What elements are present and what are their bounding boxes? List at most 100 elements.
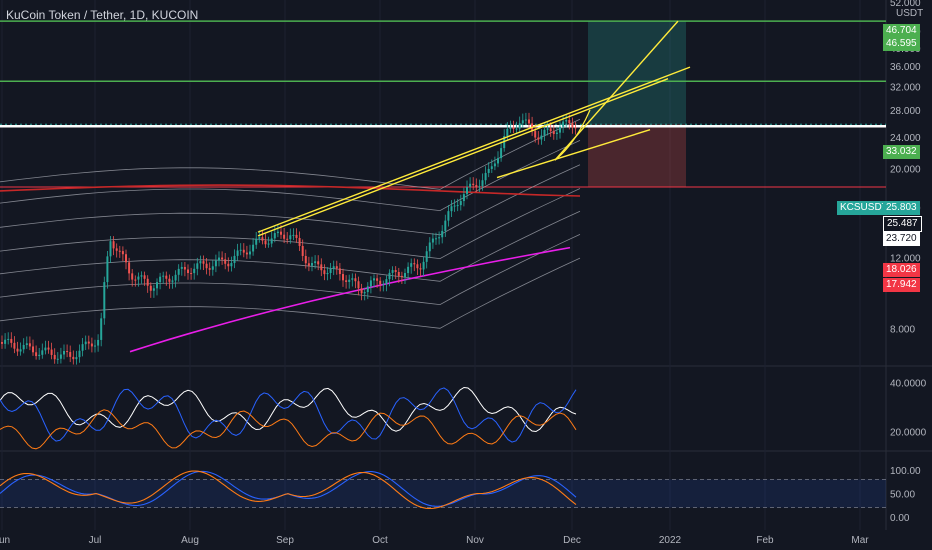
candle-body: [425, 251, 428, 262]
candle-body: [162, 275, 165, 277]
envelope-band: [0, 210, 581, 282]
di-plus-line: [0, 387, 577, 443]
candle-body: [314, 261, 317, 264]
candle-body: [466, 186, 468, 195]
candle-body: [109, 241, 112, 257]
candle-body: [97, 339, 100, 346]
trendline-lower: [496, 129, 651, 179]
candle-body: [134, 279, 137, 281]
candle-body: [521, 120, 524, 124]
candle-body: [25, 343, 28, 346]
candle-body: [84, 341, 87, 345]
candle-body: [115, 248, 118, 251]
candle-body: [128, 262, 131, 274]
candle-body: [379, 280, 382, 285]
candle-body: [472, 183, 475, 186]
candle-body: [56, 358, 59, 360]
candle-body: [81, 344, 84, 351]
candle-body: [190, 273, 193, 275]
candle-body: [506, 128, 509, 137]
candle-body: [239, 249, 242, 251]
candle-body: [50, 349, 53, 355]
candle-body: [177, 268, 180, 275]
candle-body: [559, 126, 561, 133]
candle-body: [301, 245, 304, 256]
candle-body: [174, 274, 177, 281]
candle-body: [69, 352, 72, 357]
candle-body: [230, 263, 233, 267]
candle-body: [193, 268, 196, 274]
candle-body: [404, 273, 406, 277]
candle-body: [131, 273, 134, 280]
candle-body: [338, 268, 341, 275]
candle-body: [118, 250, 121, 252]
candle-body: [326, 272, 329, 275]
resistance-tag: 33.032: [883, 145, 920, 159]
candle-body: [555, 132, 558, 134]
candle-body: [366, 286, 369, 293]
trendline-upper: [257, 78, 669, 237]
candle-body: [317, 261, 320, 265]
candle-body: [534, 130, 537, 138]
candle-body: [171, 280, 174, 282]
candle-body: [221, 257, 224, 260]
candle-body: [202, 261, 205, 264]
candle-body: [152, 288, 155, 291]
candle-body: [295, 234, 298, 238]
price-tick-label: 8.000: [890, 324, 915, 335]
time-tick-label: Feb: [756, 535, 774, 546]
candle-body: [180, 266, 183, 269]
candle-body: [224, 259, 227, 264]
candle-body: [63, 351, 65, 355]
adx-line: [0, 386, 577, 433]
candle-body: [565, 120, 568, 122]
candle-body: [168, 278, 171, 282]
candle-body: [307, 263, 310, 266]
candle-body: [444, 220, 447, 231]
candle-body: [245, 252, 248, 255]
candle-body: [59, 354, 62, 359]
profit-zone: [588, 21, 686, 125]
di-minus-line: [0, 409, 577, 450]
stop-low-tag: 17.942: [883, 278, 920, 292]
candle-body: [478, 186, 481, 188]
trendline-channel: [257, 66, 691, 233]
candle-body: [428, 242, 431, 252]
candle-body: [242, 249, 245, 253]
candle-body: [218, 257, 220, 261]
candle-body: [187, 269, 189, 274]
candle-body: [159, 276, 162, 283]
candle-body: [199, 261, 202, 264]
envelope-band: [0, 164, 581, 236]
candle-body: [233, 255, 236, 264]
candle-body: [574, 127, 577, 129]
candle-body: [323, 270, 326, 275]
candle-body: [270, 238, 273, 244]
candle-body: [438, 237, 441, 239]
candle-body: [249, 251, 251, 255]
candle-body: [456, 205, 459, 207]
dmi-tick-label: 40.0000: [890, 378, 927, 389]
candle-body: [165, 275, 168, 279]
stoch-d-line: [0, 470, 577, 510]
candle-body: [571, 123, 574, 128]
magenta-moving-average: [129, 246, 571, 353]
candle-body: [292, 234, 295, 236]
candle-body: [16, 348, 19, 352]
candle-body: [100, 318, 103, 340]
candle-body: [493, 163, 496, 167]
candle-body: [87, 341, 90, 344]
candle-body: [283, 234, 286, 239]
last-price-tag: 25.803: [883, 201, 920, 215]
candle-body: [273, 233, 276, 239]
time-tick-label: Jun: [0, 535, 10, 546]
candle-body: [435, 238, 437, 240]
candle-body: [38, 354, 41, 357]
candle-body: [397, 272, 400, 276]
symbol-tag: KCSUSDT: [837, 201, 891, 215]
candle-body: [252, 244, 255, 252]
candle-body: [298, 237, 301, 246]
candle-body: [546, 128, 549, 130]
candle-body: [345, 280, 348, 282]
